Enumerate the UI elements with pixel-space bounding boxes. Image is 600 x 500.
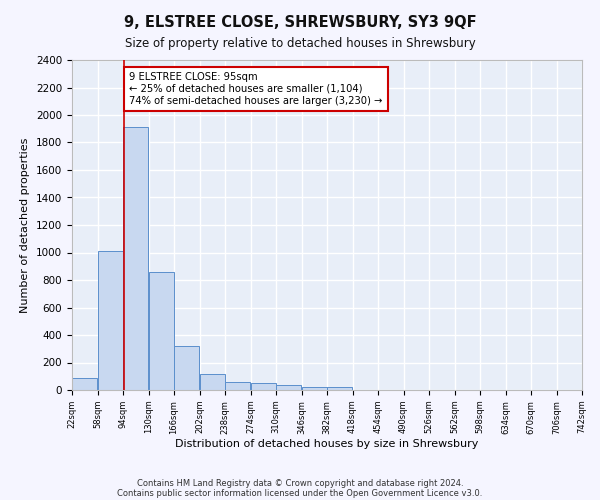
Text: 9 ELSTREE CLOSE: 95sqm
← 25% of detached houses are smaller (1,104)
74% of semi-: 9 ELSTREE CLOSE: 95sqm ← 25% of detached… [130, 72, 383, 106]
Bar [276, 385, 301, 390]
Bar [123, 128, 148, 390]
Text: Contains public sector information licensed under the Open Government Licence v3: Contains public sector information licen… [118, 488, 482, 498]
X-axis label: Distribution of detached houses by size in Shrewsbury: Distribution of detached houses by size … [175, 439, 479, 449]
Bar [72, 378, 97, 390]
Y-axis label: Number of detached properties: Number of detached properties [20, 138, 31, 312]
Bar [225, 382, 250, 390]
Bar [200, 374, 225, 390]
Bar [327, 386, 352, 390]
Bar [174, 346, 199, 390]
Bar [98, 251, 123, 390]
Text: Size of property relative to detached houses in Shrewsbury: Size of property relative to detached ho… [125, 38, 475, 51]
Bar [149, 272, 174, 390]
Text: 9, ELSTREE CLOSE, SHREWSBURY, SY3 9QF: 9, ELSTREE CLOSE, SHREWSBURY, SY3 9QF [124, 15, 476, 30]
Text: Contains HM Land Registry data © Crown copyright and database right 2024.: Contains HM Land Registry data © Crown c… [137, 478, 463, 488]
Bar [251, 383, 276, 390]
Bar [302, 386, 327, 390]
